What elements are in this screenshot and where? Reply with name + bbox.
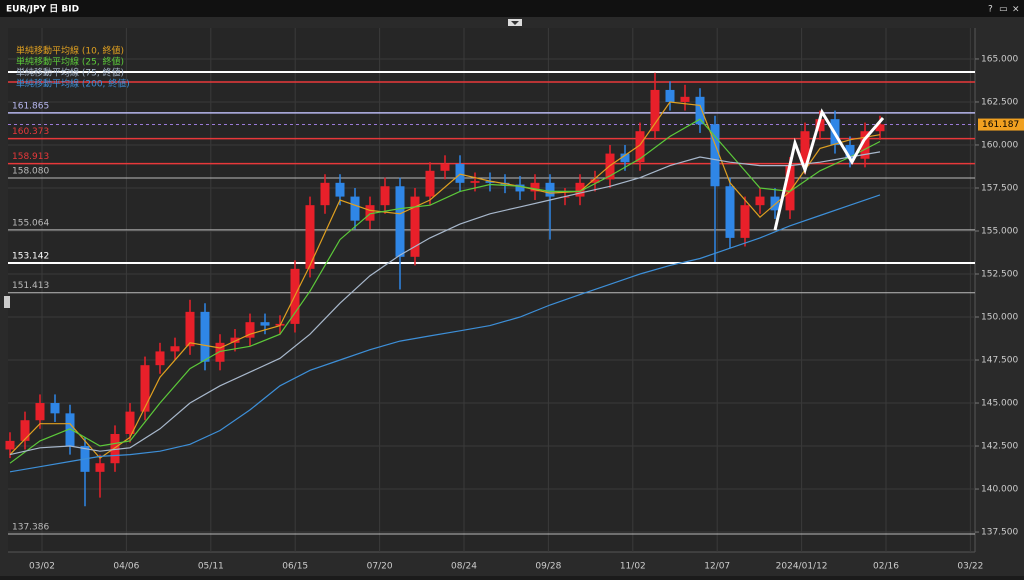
candle-body [141,365,150,411]
candle-body [666,90,675,102]
side-handle[interactable] [4,296,10,308]
candle-body [156,351,165,365]
level-label: 158.080 [12,167,49,177]
legend-entry: 単純移動平均線 (10, 終値) [16,45,124,57]
candle-body [546,183,555,197]
candle-body [651,90,660,131]
x-tick-label: 12/07 [704,562,730,572]
candle-body [456,164,465,183]
level-label: 155.064 [12,218,49,228]
y-tick-label: 165.000 [981,54,1018,64]
last-price-label: 161.187 [982,120,1019,130]
y-tick-label: 140.000 [981,485,1018,495]
candle-body [6,441,15,450]
candle-body [336,183,345,197]
x-tick-label: 07/20 [367,562,393,572]
y-tick-label: 150.000 [981,313,1018,323]
candle-body [36,403,45,420]
x-tick-label: 09/28 [535,562,561,572]
legend-entry: 単純移動平均線 (75, 終値) [16,67,124,79]
candle-body [186,312,195,346]
candle-body [216,343,225,362]
x-tick-label: 2024/01/12 [776,562,828,572]
x-tick-label: 06/15 [282,562,308,572]
level-label: 137.386 [12,523,49,533]
candle-body [51,403,60,413]
candle-body [396,186,405,257]
level-label: 151.413 [12,281,49,291]
level-label: 158.913 [12,152,49,162]
y-tick-label: 147.500 [981,356,1018,366]
candle-body [441,164,450,171]
candle-body [726,186,735,238]
help-button[interactable]: ? [988,5,993,15]
y-tick-label: 145.000 [981,399,1018,409]
candle-body [771,197,780,211]
window-title: EUR/JPY 日 BID [6,4,79,15]
level-label: 161.865 [12,101,49,111]
candle-body [381,186,390,205]
candle-body [756,197,765,206]
restore-button[interactable]: ▭ [999,5,1008,15]
candle-body [471,181,480,183]
candle-body [351,197,360,221]
y-tick-label: 142.500 [981,442,1018,452]
candle-body [201,312,210,362]
legend-entry: 単純移動平均線 (200, 終値) [16,78,130,90]
y-tick-label: 157.500 [981,183,1018,193]
x-tick-label: 02/16 [873,562,899,572]
x-tick-label: 11/02 [620,562,646,572]
candle-body [696,97,705,125]
candle-body [741,205,750,238]
candle-body [96,463,105,472]
candle-body [261,322,270,325]
x-tick-label: 05/11 [198,562,224,572]
level-label: 160.373 [12,127,49,137]
y-tick-label: 160.000 [981,140,1018,150]
y-tick-label: 162.500 [981,97,1018,107]
candle-body [426,171,435,197]
close-button[interactable]: × [1012,5,1020,15]
x-tick-label: 08/24 [451,562,477,572]
x-tick-label: 03/02 [29,562,55,572]
level-label: 153.142 [12,251,49,261]
x-tick-label: 04/06 [113,562,139,572]
y-tick-label: 152.500 [981,270,1018,280]
title-bar [0,0,1024,17]
candle-body [321,183,330,205]
candle-body [21,420,30,441]
plot-area [8,28,975,552]
candle-body [681,97,690,102]
y-tick-label: 137.500 [981,528,1018,538]
legend-entry: 単純移動平均線 (25, 終値) [16,56,124,68]
candle-body [171,346,180,351]
x-tick-label: 03/22 [957,562,983,572]
y-tick-label: 155.000 [981,226,1018,236]
